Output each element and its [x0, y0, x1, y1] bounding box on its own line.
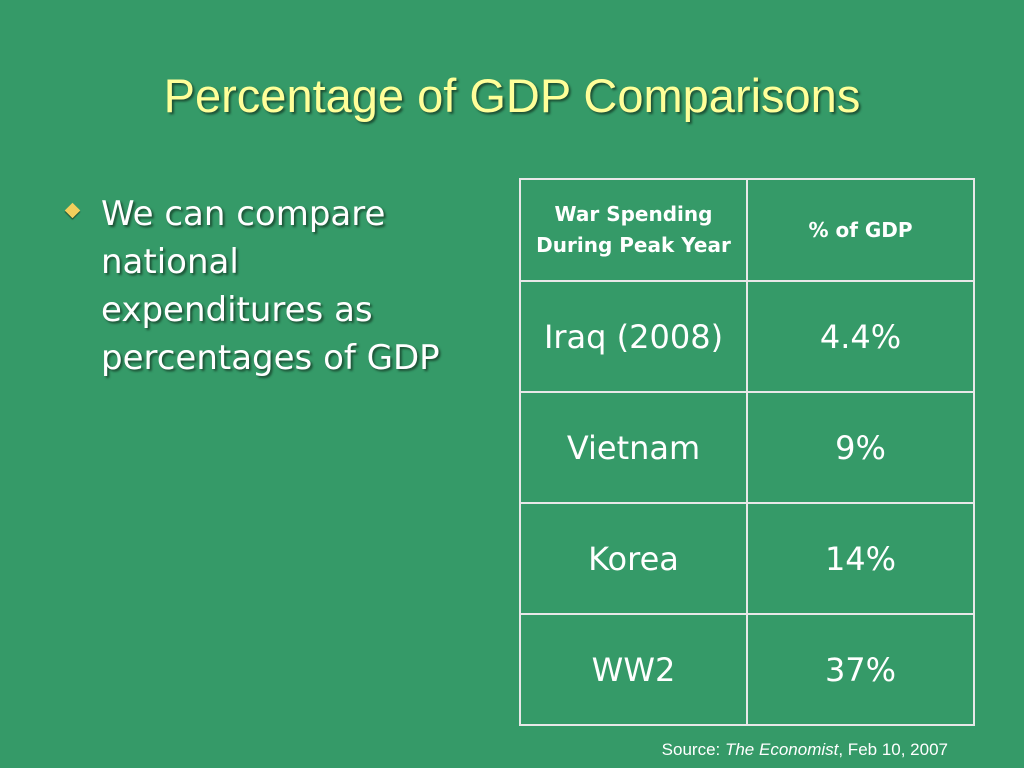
- table-row: Vietnam 9%: [519, 391, 975, 504]
- table-row: Korea 14%: [519, 502, 975, 615]
- source-citation: Source: The Economist, Feb 10, 2007: [662, 740, 948, 760]
- table-row: Iraq (2008) 4.4%: [519, 280, 975, 393]
- war-spending-table: War Spending During Peak Year % of GDP I…: [519, 178, 975, 726]
- table-header-cell: War Spending During Peak Year: [519, 178, 748, 282]
- table-cell: WW2: [519, 613, 748, 726]
- source-label: Source:: [661, 740, 725, 759]
- table-cell: 9%: [746, 391, 975, 504]
- slide-title: Percentage of GDP Comparisons: [163, 69, 861, 122]
- bullet-text: We can compare national expenditures as …: [101, 194, 440, 378]
- table-cell: 4.4%: [746, 280, 975, 393]
- diamond-bullet-icon: [64, 202, 81, 219]
- table-header-row: War Spending During Peak Year % of GDP: [519, 178, 975, 282]
- table-header-cell: % of GDP: [746, 178, 975, 282]
- table-cell: Iraq (2008): [519, 280, 748, 393]
- table-cell: Korea: [519, 502, 748, 615]
- source-date: , Feb 10, 2007: [838, 740, 948, 759]
- table-row: WW2 37%: [519, 613, 975, 726]
- table-cell: 37%: [746, 613, 975, 726]
- table-cell: 14%: [746, 502, 975, 615]
- table-cell: Vietnam: [519, 391, 748, 504]
- source-publication: The Economist: [724, 740, 839, 759]
